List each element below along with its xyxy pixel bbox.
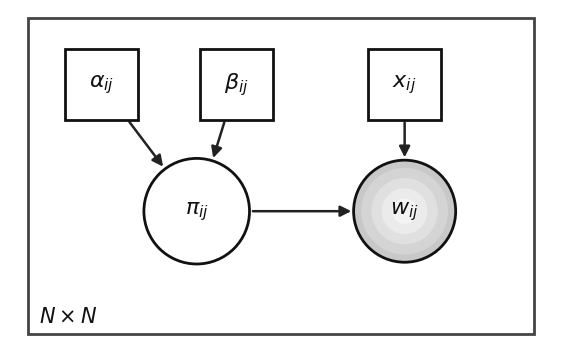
FancyBboxPatch shape — [65, 49, 138, 120]
Text: $x_{ij}$: $x_{ij}$ — [392, 73, 417, 96]
FancyBboxPatch shape — [368, 49, 441, 120]
FancyBboxPatch shape — [28, 18, 534, 334]
Ellipse shape — [382, 188, 428, 234]
Text: $N \times N$: $N \times N$ — [39, 307, 98, 327]
Ellipse shape — [392, 199, 418, 224]
FancyBboxPatch shape — [200, 49, 273, 120]
Text: $\pi_{ij}$: $\pi_{ij}$ — [185, 200, 209, 222]
Ellipse shape — [371, 178, 438, 244]
Text: $\beta_{ij}$: $\beta_{ij}$ — [224, 71, 248, 98]
Text: $\alpha_{ij}$: $\alpha_{ij}$ — [88, 73, 114, 96]
Text: $w_{ij}$: $w_{ij}$ — [390, 200, 419, 222]
Ellipse shape — [144, 158, 250, 264]
Ellipse shape — [353, 160, 456, 262]
Ellipse shape — [361, 168, 448, 254]
